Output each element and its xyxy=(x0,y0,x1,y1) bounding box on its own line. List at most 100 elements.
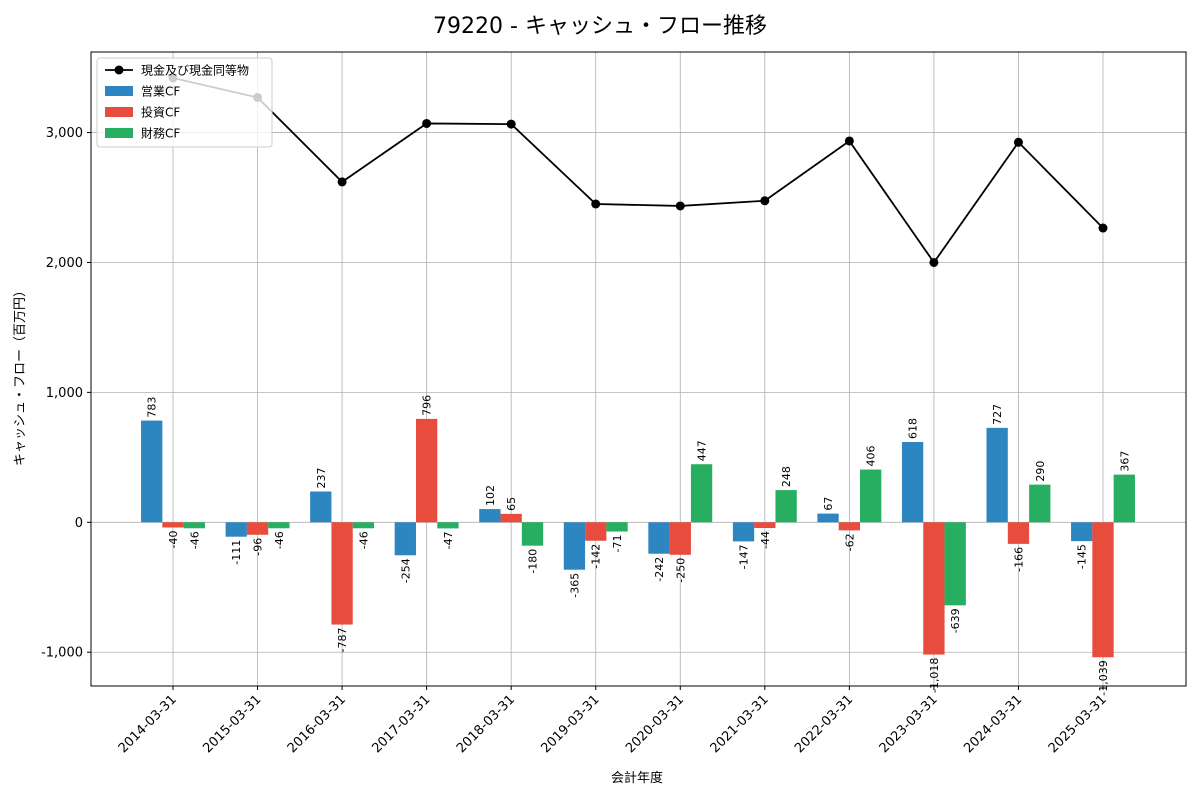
bar-投資CF xyxy=(500,513,522,523)
bar-value-label: -46 xyxy=(273,531,286,549)
y-tick-label: 3,000 xyxy=(46,126,83,141)
cash-point xyxy=(1098,223,1108,233)
bar-営業CF xyxy=(225,522,247,537)
bar-value-label: -180 xyxy=(526,549,539,574)
x-tick-label: 2024-03-31 xyxy=(961,692,1025,756)
bar-value-label: -365 xyxy=(568,573,581,598)
x-tick-label: 2019-03-31 xyxy=(539,692,603,756)
bar-value-label: -1,018 xyxy=(928,658,941,693)
legend-swatch xyxy=(105,86,133,96)
bar-財務CF xyxy=(944,522,966,606)
bar-投資CF xyxy=(1007,522,1030,544)
bar-value-label: -47 xyxy=(442,531,455,549)
x-tick-label: 2017-03-31 xyxy=(369,692,433,756)
bar-投資CF xyxy=(923,522,945,655)
x-tick-label: 2021-03-31 xyxy=(708,692,772,756)
bar-value-label: 796 xyxy=(421,395,434,416)
bar-投資CF xyxy=(331,522,353,625)
x-axis-label: 会計年度 xyxy=(611,770,663,786)
bar-営業CF xyxy=(901,442,924,523)
bar-財務CF xyxy=(860,469,882,523)
bar-value-label: -1,039 xyxy=(1097,660,1110,695)
bar-営業CF xyxy=(394,522,416,556)
bar-value-label: -46 xyxy=(188,531,201,549)
x-tick-label: 2023-03-31 xyxy=(877,692,941,756)
legend-label: 営業CF xyxy=(141,85,180,99)
bar-投資CF xyxy=(1092,522,1114,658)
bar-value-label: 406 xyxy=(865,446,878,467)
bar-財務CF xyxy=(268,522,290,529)
cash-point xyxy=(506,119,516,129)
bar-value-label: 290 xyxy=(1034,461,1047,482)
bar-value-label: 67 xyxy=(822,497,835,511)
legend-marker xyxy=(114,65,124,75)
bar-value-label: -142 xyxy=(590,544,603,569)
y-tick-label: -1,000 xyxy=(41,646,83,661)
cash-point xyxy=(337,177,347,187)
plot-frame xyxy=(90,51,1187,687)
legend-label: 財務CF xyxy=(141,126,180,141)
cash-point xyxy=(1013,137,1023,147)
bar-value-label: 783 xyxy=(146,397,159,418)
cash-point xyxy=(760,196,770,206)
bar-value-label: -96 xyxy=(252,538,265,556)
bar-財務CF xyxy=(352,522,375,529)
bar-value-label: 65 xyxy=(505,497,518,511)
bar-投資CF xyxy=(585,522,607,541)
bar-value-label: 237 xyxy=(315,468,328,489)
bar-財務CF xyxy=(690,464,713,523)
y-tick-label: 0 xyxy=(75,516,83,531)
cash-point xyxy=(591,199,601,209)
x-tick-label: 2018-03-31 xyxy=(454,692,518,756)
bar-value-label: 102 xyxy=(484,485,497,506)
bar-財務CF xyxy=(183,522,205,529)
bar-営業CF xyxy=(648,522,670,554)
bar-value-label: -44 xyxy=(759,531,772,549)
bar-投資CF xyxy=(162,522,184,528)
bar-財務CF xyxy=(437,522,459,529)
cash-point xyxy=(675,201,685,211)
bar-営業CF xyxy=(732,522,755,542)
line-layer xyxy=(168,73,1108,267)
legend-box xyxy=(96,57,273,148)
bar-value-label: 618 xyxy=(907,418,920,439)
x-tick-label: 2022-03-31 xyxy=(792,692,856,756)
legend-label: 現金及び現金同等物 xyxy=(141,63,249,78)
bar-営業CF xyxy=(986,427,1008,523)
bar-value-label: -250 xyxy=(674,558,687,583)
x-tick-label: 2014-03-31 xyxy=(116,692,180,756)
x-tick-label: 2020-03-31 xyxy=(623,692,687,756)
legend-label: 投資CF xyxy=(141,105,180,120)
bar-value-label: -166 xyxy=(1012,547,1025,572)
bar-投資CF xyxy=(669,522,691,555)
bar-value-label: -787 xyxy=(336,628,349,653)
cash-point xyxy=(929,257,939,267)
bar-value-label: -40 xyxy=(167,531,180,549)
bar-value-label: 248 xyxy=(780,466,793,487)
bar-value-label: -639 xyxy=(949,608,962,633)
bar-value-label: -111 xyxy=(230,540,243,565)
bar-営業CF xyxy=(1071,522,1093,542)
bar-value-label: 727 xyxy=(991,404,1004,425)
cash-point xyxy=(844,136,854,146)
bar-営業CF xyxy=(141,420,163,523)
bar-営業CF xyxy=(310,491,332,523)
bar-value-label: -147 xyxy=(738,544,751,569)
bar-value-label: -254 xyxy=(399,558,412,583)
cash-line xyxy=(172,77,1104,265)
grid-layer xyxy=(91,52,1186,686)
bar-営業CF xyxy=(563,522,586,570)
legend-swatch xyxy=(105,107,133,117)
bar-value-label: -46 xyxy=(357,531,370,549)
y-axis-label: キャッシュ・フロー（百万円） xyxy=(13,284,28,466)
bar-財務CF xyxy=(606,522,628,532)
cash-point xyxy=(422,118,432,128)
bar-投資CF xyxy=(415,418,438,523)
bar-財務CF xyxy=(1113,474,1135,523)
x-tick-label: 2015-03-31 xyxy=(200,692,264,756)
axes-layer: -1,000 0 1,000 2,000 3,000 2014-03-31 2015-03-… xyxy=(41,126,1110,756)
bar-投資CF xyxy=(838,522,861,531)
